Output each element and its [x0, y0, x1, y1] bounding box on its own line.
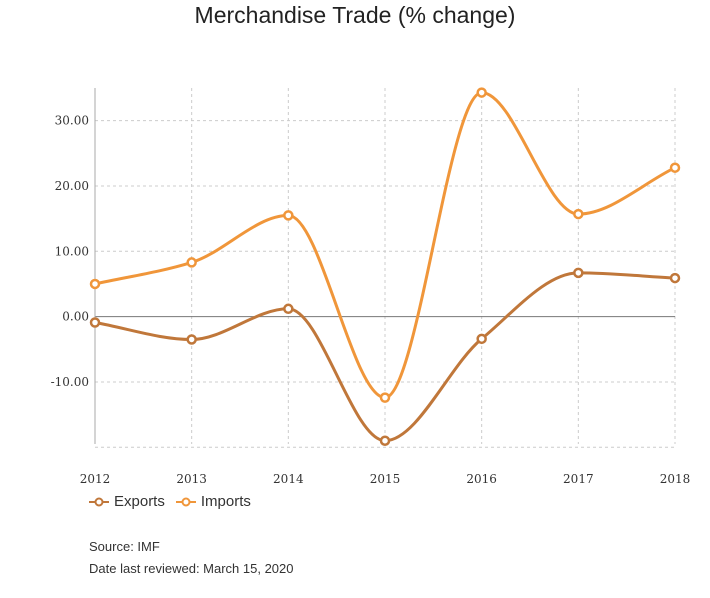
- data-point-exports: [573, 267, 584, 279]
- y-tick-label: 10.00: [55, 244, 89, 258]
- data-point-exports: [283, 303, 294, 315]
- data-point-imports: [669, 162, 681, 173]
- reviewed-date-note: Date last reviewed: March 15, 2020: [89, 561, 294, 576]
- x-tick-label: 2013: [176, 472, 207, 486]
- legend: Exports Imports: [88, 493, 261, 510]
- data-point-exports: [476, 333, 487, 345]
- legend-item-exports[interactable]: Exports: [88, 493, 165, 510]
- x-tick-label: 2015: [370, 472, 401, 486]
- data-point-imports: [186, 257, 197, 268]
- series-points: [89, 87, 681, 446]
- data-point-imports: [283, 210, 294, 221]
- data-point-imports: [476, 87, 487, 98]
- data-point-imports: [89, 278, 101, 290]
- x-tick-label: 2014: [273, 472, 304, 486]
- y-tick-label: -10.00: [51, 375, 89, 389]
- legend-swatch-exports: [89, 497, 109, 506]
- axes: [94, 88, 675, 444]
- legend-label-imports: Imports: [200, 493, 251, 510]
- data-point-imports: [379, 392, 391, 403]
- y-tick-label: 30.00: [55, 114, 89, 128]
- chart-title: Merchandise Trade (% change): [194, 2, 516, 28]
- legend-label-exports: Exports: [114, 493, 165, 510]
- y-tick-label: 20.00: [55, 179, 89, 193]
- data-point-exports: [89, 317, 101, 328]
- x-tick-labels: 2012 2013 2014 2015 2016 2017 2018: [80, 472, 691, 486]
- source-note: Source: IMF: [89, 539, 160, 554]
- data-point-exports: [669, 272, 681, 284]
- data-point-exports: [379, 435, 391, 446]
- y-tick-label: 0.00: [62, 310, 89, 324]
- data-point-imports: [573, 208, 584, 220]
- legend-item-imports[interactable]: Imports: [175, 493, 251, 510]
- y-tick-labels: 30.00 20.00 10.00 0.00 -10.00: [51, 114, 89, 389]
- x-tick-label: 2018: [660, 472, 691, 486]
- data-point-exports: [186, 334, 197, 345]
- x-tick-label: 2017: [563, 472, 594, 486]
- legend-swatch-imports: [175, 497, 196, 506]
- x-tick-label: 2012: [80, 472, 111, 486]
- series-line-imports: [94, 91, 676, 400]
- x-tick-label: 2016: [466, 472, 497, 486]
